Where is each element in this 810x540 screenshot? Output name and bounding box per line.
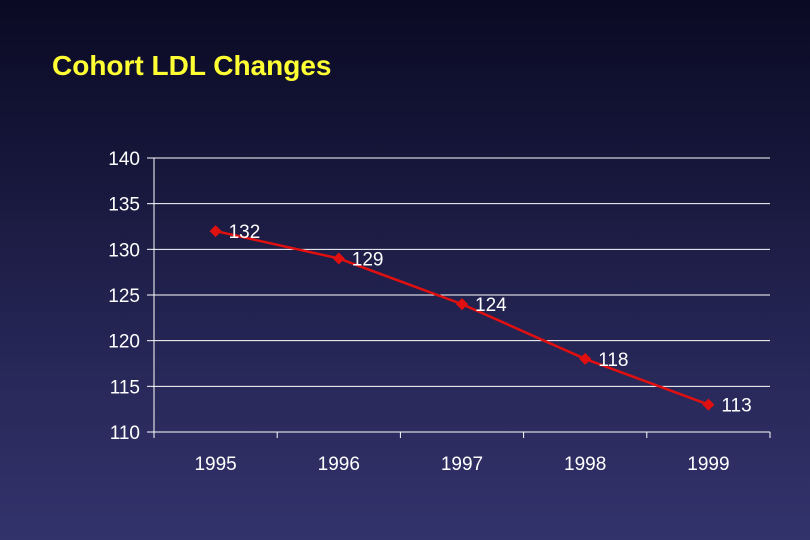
x-tick-label: 1999 bbox=[687, 454, 729, 475]
series-ldl: 132 129 124 118 113 bbox=[209, 222, 752, 417]
y-tick-label: 110 bbox=[110, 423, 140, 444]
y-tick-label: 120 bbox=[108, 332, 140, 353]
data-label: 129 bbox=[352, 249, 384, 270]
x-tick-label: 1998 bbox=[564, 454, 606, 475]
y-tick-label: 130 bbox=[108, 240, 140, 261]
data-label: 118 bbox=[598, 350, 628, 371]
series-line bbox=[215, 229, 709, 406]
y-tick-label: 125 bbox=[108, 286, 140, 307]
chart-title: Cohort LDL Changes bbox=[52, 50, 332, 81]
data-label: 124 bbox=[475, 295, 507, 316]
x-tick-label: 1997 bbox=[441, 454, 483, 475]
data-point-marker bbox=[209, 225, 222, 238]
data-point-marker bbox=[579, 352, 592, 365]
gridlines bbox=[154, 157, 770, 387]
data-point-marker bbox=[456, 298, 468, 311]
data-label: 113 bbox=[721, 396, 751, 417]
data-point-marker bbox=[332, 252, 345, 265]
y-tick-label: 115 bbox=[110, 377, 140, 398]
y-tick-label: 135 bbox=[108, 195, 140, 216]
x-tick-label: 1995 bbox=[194, 454, 236, 475]
data-point-marker bbox=[702, 398, 715, 411]
y-tick-label: 140 bbox=[108, 149, 140, 170]
x-tick-label: 1996 bbox=[318, 454, 360, 475]
axes: 110 115 120 125 130 135 140 1995 1996 1997 1998 199… bbox=[108, 149, 771, 475]
data-label: 132 bbox=[229, 222, 261, 243]
